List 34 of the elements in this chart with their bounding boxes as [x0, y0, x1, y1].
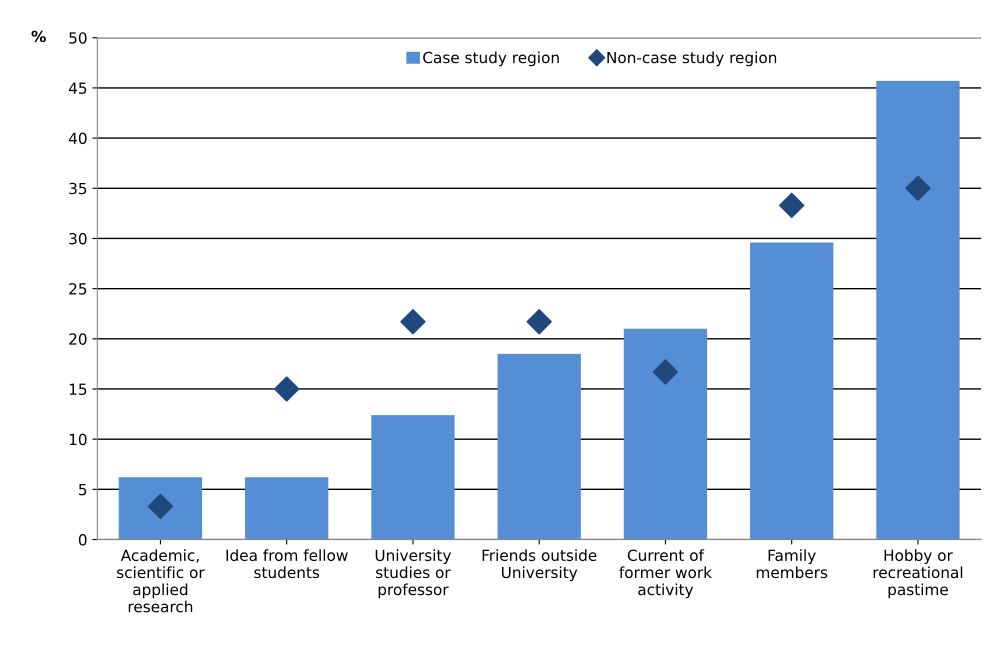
- x-tick-label: Family members: [756, 549, 828, 578]
- point: [652, 359, 678, 385]
- bar: [876, 80, 960, 540]
- x-tick-label: Friends outside University: [482, 549, 596, 582]
- bar: [624, 328, 708, 540]
- x-tick-label: Current of former work activity: [619, 549, 712, 598]
- legend-label: Non-case study region: [607, 51, 776, 66]
- x-tick-label: University studies or professor: [376, 549, 452, 598]
- y-tick-label: 40: [68, 132, 87, 144]
- y-tick-label: 45: [68, 82, 86, 94]
- point: [400, 309, 426, 334]
- y-tick-label: 30: [69, 232, 87, 244]
- legend-label: Case study region: [423, 51, 559, 66]
- x-tick-label: Hobby or recreational pastime: [874, 549, 962, 598]
- y-axis-title: %: [32, 30, 46, 42]
- bar: [245, 477, 328, 540]
- bar: [750, 242, 834, 540]
- bar: [498, 354, 581, 540]
- y-tick-label: 15: [70, 384, 86, 396]
- y-tick-label: 20: [69, 333, 87, 345]
- y-tick-label: 25: [69, 283, 86, 295]
- y-tick-label: 50: [69, 32, 87, 44]
- y-tick-label: 35: [69, 182, 86, 194]
- point: [778, 192, 804, 218]
- bar: [371, 415, 455, 540]
- point: [905, 176, 931, 201]
- point: [274, 376, 300, 402]
- y-tick-label: 0: [78, 534, 87, 546]
- y-tick-label: 5: [79, 484, 86, 496]
- x-tick-label: Idea from fellow students: [226, 549, 348, 578]
- point: [526, 309, 552, 334]
- bar: [118, 477, 202, 540]
- x-tick-label: Academic, scientific or applied research: [117, 549, 205, 612]
- y-tick-label: 10: [70, 434, 87, 446]
